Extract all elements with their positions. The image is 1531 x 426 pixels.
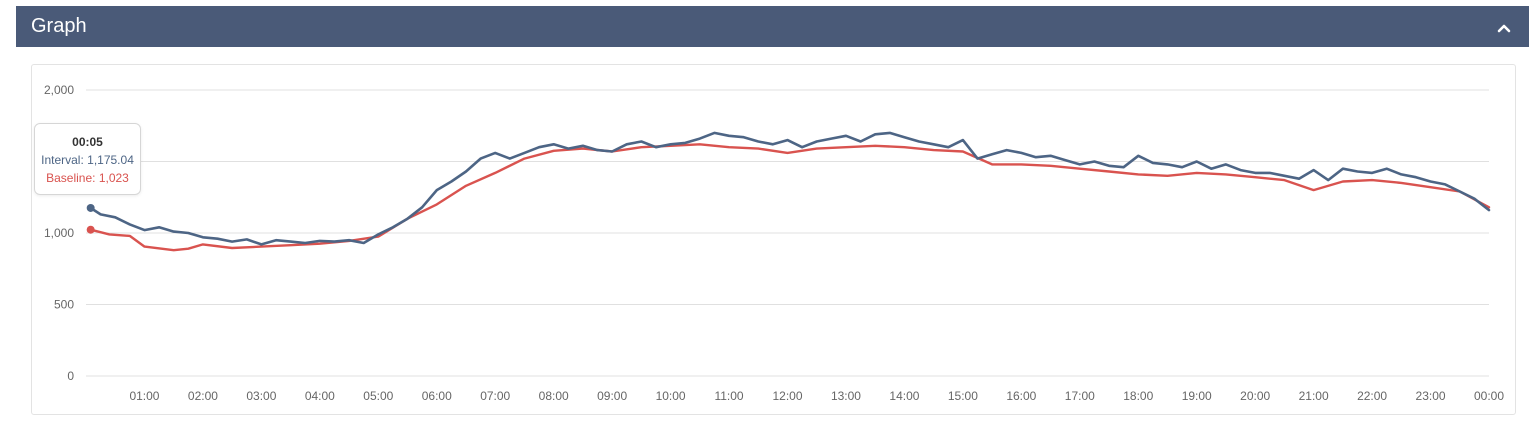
x-tick-label: 12:00 bbox=[772, 389, 802, 403]
panel-title: Graph bbox=[31, 15, 87, 37]
series-layer bbox=[86, 131, 1491, 252]
y-tick-label: 0 bbox=[67, 369, 74, 383]
x-tick-label: 16:00 bbox=[1006, 389, 1036, 403]
x-tick-label: 10:00 bbox=[656, 389, 686, 403]
x-tick-label: 06:00 bbox=[422, 389, 452, 403]
x-tick-label: 05:00 bbox=[363, 389, 393, 403]
tooltip-time: 00:05 bbox=[72, 135, 103, 149]
tooltip-baseline-value: 1,023 bbox=[98, 171, 129, 185]
x-tick-label: 13:00 bbox=[831, 389, 861, 403]
collapse-button[interactable] bbox=[1493, 17, 1515, 39]
tooltip-baseline: Baseline: 1,023 bbox=[35, 171, 140, 185]
x-tick-label: 22:00 bbox=[1357, 389, 1387, 403]
chart-tooltip: 00:05 Interval: 1,175.04 Baseline: 1,023 bbox=[34, 123, 141, 195]
x-axis-ticks: 01:00 02:00 03:00 04:00 05:00 06:00 07:00 08:00… bbox=[129, 389, 1504, 403]
x-tick-label: 17:00 bbox=[1065, 389, 1095, 403]
x-tick-label: 09:00 bbox=[597, 389, 627, 403]
x-tick-label: 14:00 bbox=[889, 389, 919, 403]
grid-lines bbox=[86, 89, 1489, 377]
x-tick-label: 19:00 bbox=[1182, 389, 1212, 403]
y-tick-label: 500 bbox=[54, 298, 74, 312]
tooltip-interval-label: Interval: bbox=[41, 153, 88, 167]
y-tick-label: 1,000 bbox=[44, 226, 74, 240]
hover-point-baseline bbox=[86, 225, 95, 234]
x-tick-label: 01:00 bbox=[129, 389, 159, 403]
hover-point-interval bbox=[86, 203, 95, 212]
x-tick-label: 11:00 bbox=[714, 389, 743, 403]
x-tick-label: 00:00 bbox=[1474, 389, 1504, 403]
tooltip-interval: Interval: 1,175.04 bbox=[35, 153, 140, 167]
x-tick-label: 20:00 bbox=[1240, 389, 1270, 403]
series-line-interval bbox=[89, 131, 1491, 246]
chevron-up-icon bbox=[1497, 24, 1511, 33]
x-tick-label: 15:00 bbox=[948, 389, 978, 403]
x-tick-label: 02:00 bbox=[188, 389, 218, 403]
panel-header: Graph bbox=[16, 6, 1529, 47]
x-tick-label: 18:00 bbox=[1123, 389, 1153, 403]
x-tick-label: 21:00 bbox=[1299, 389, 1329, 403]
tooltip-interval-value: 1,175.04 bbox=[87, 153, 134, 167]
tooltip-baseline-label: Baseline: bbox=[46, 171, 99, 185]
y-tick-label: 2,000 bbox=[44, 83, 74, 97]
x-tick-label: 23:00 bbox=[1416, 389, 1446, 403]
x-tick-label: 07:00 bbox=[480, 389, 510, 403]
x-tick-label: 08:00 bbox=[539, 389, 569, 403]
x-tick-label: 04:00 bbox=[305, 389, 335, 403]
x-tick-label: 03:00 bbox=[246, 389, 276, 403]
series-line-baseline bbox=[89, 143, 1491, 252]
y-axis-ticks: 0 500 1,000 2,000 bbox=[44, 83, 74, 383]
